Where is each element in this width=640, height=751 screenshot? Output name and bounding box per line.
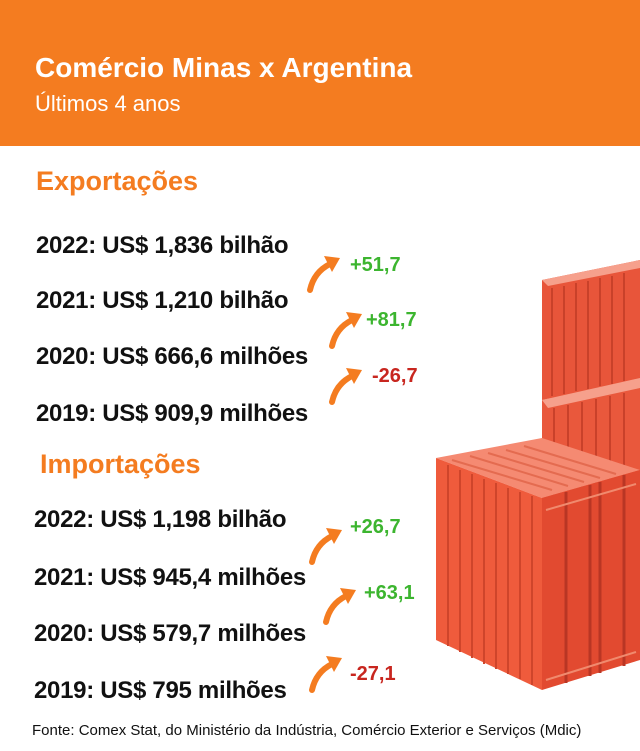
import-delta-2021: +63,1 (364, 582, 415, 604)
up-arrow-icon (323, 588, 356, 625)
up-arrow-icon (307, 256, 340, 293)
export-row-2022: 2022: US$ 1,836 bilhão (36, 232, 289, 259)
page-title: Comércio Minas x Argentina (35, 52, 413, 83)
import-row-2022: 2022: US$ 1,198 bilhão (34, 506, 287, 533)
import-row-2020: 2020: US$ 579,7 milhões (34, 620, 306, 647)
export-delta-2020: -26,7 (372, 365, 418, 387)
up-arrow-icon (329, 312, 362, 349)
import-row-2019: 2019: US$ 795 milhões (34, 677, 287, 704)
section-title-importacoes: Importações (40, 449, 201, 479)
import-delta-2022: +26,7 (350, 516, 401, 538)
header-banner: Comércio Minas x Argentina Últimos 4 ano… (0, 0, 640, 146)
export-delta-2021: +81,7 (366, 309, 417, 331)
shipping-containers-illustration (436, 260, 640, 690)
up-arrow-icon (309, 656, 342, 693)
export-row-2021: 2021: US$ 1,210 bilhão (36, 287, 289, 314)
container-front-side (436, 458, 542, 690)
import-delta-2020: -27,1 (350, 663, 396, 685)
source-note: Fonte: Comex Stat, do Ministério da Indú… (32, 722, 582, 739)
up-arrow-icon (329, 368, 362, 405)
export-delta-2022: +51,7 (350, 254, 401, 276)
export-row-2020: 2020: US$ 666,6 milhões (36, 343, 308, 370)
export-row-2019: 2019: US$ 909,9 milhões (36, 400, 308, 427)
page-subtitle: Últimos 4 anos (35, 91, 181, 116)
import-row-2021: 2021: US$ 945,4 milhões (34, 564, 306, 591)
container-back-top (542, 260, 640, 400)
section-title-exportacoes: Exportações (36, 166, 199, 196)
up-arrow-icon (309, 528, 342, 565)
